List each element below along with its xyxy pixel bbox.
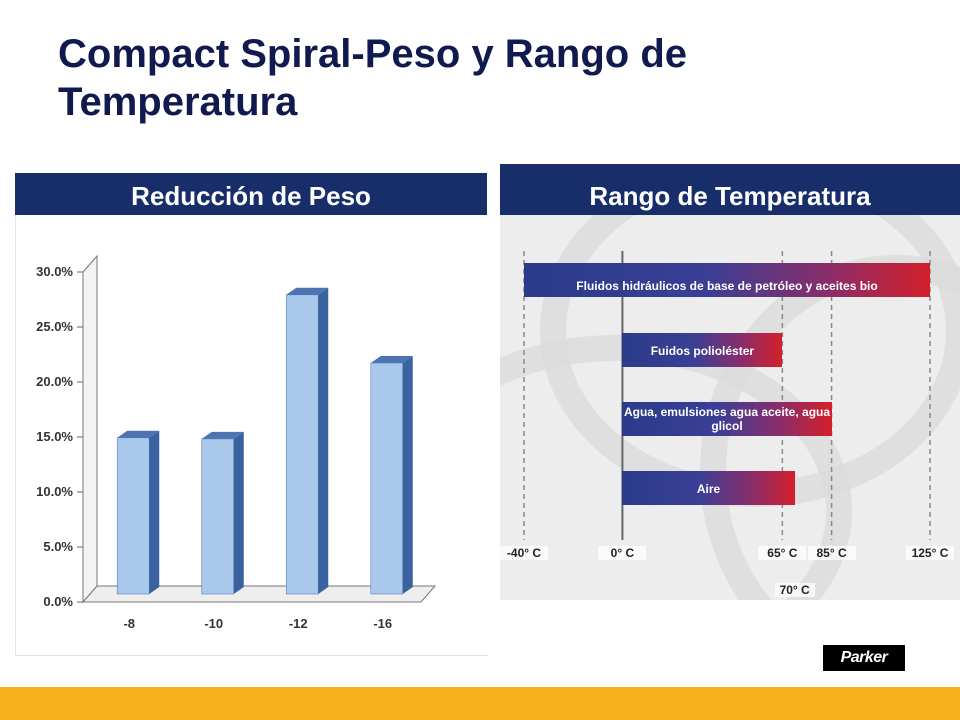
temperature-header-band	[500, 164, 960, 174]
weight-reduction-header: Reducción de Peso	[15, 173, 487, 215]
bar-side	[149, 430, 160, 594]
y-tick-label: 25.0%	[36, 319, 73, 334]
x-tick-label: -16	[373, 616, 392, 631]
bar-top	[370, 356, 413, 363]
temperature-range-bar	[622, 471, 795, 505]
temperature-range-bar	[622, 402, 832, 436]
temperature-tick-label: 85° C	[807, 546, 856, 560]
temperature-range-bar	[524, 263, 930, 297]
y-tick-label: 20.0%	[36, 374, 73, 389]
temperature-range-bar	[622, 333, 783, 367]
temperature-range-bar-label: Agua, emulsiones agua aceite, agua glico…	[623, 405, 831, 433]
temperature-tick-label: 0° C	[598, 546, 647, 560]
bar-top	[117, 430, 160, 438]
bar	[370, 362, 404, 595]
left-wall	[82, 254, 98, 604]
y-tick-label: 5.0%	[43, 539, 73, 554]
footer-bar	[0, 687, 960, 720]
y-tick-label: 15.0%	[36, 429, 73, 444]
bar-top	[286, 287, 329, 295]
floor	[81, 585, 437, 603]
bar-top	[201, 431, 244, 439]
weight-reduction-chart-panel: 0.0% 5.0% 10.0% 15.0% 20.0% 25.0% 30.0% -8 -10 -1…	[15, 215, 488, 656]
bar	[201, 438, 235, 595]
temperature-tick-label: 125° C	[906, 546, 954, 560]
bar-side	[233, 431, 244, 594]
temperature-tick-label: 70° C	[774, 583, 815, 597]
x-tick-label: -8	[123, 616, 135, 631]
temperature-range-chart: Fluidos hidráulicos de base de petróleo …	[500, 215, 960, 600]
weight-reduction-chart: 0.0% 5.0% 10.0% 15.0% 20.0% 25.0% 30.0% -8 -10 -1…	[36, 254, 437, 631]
x-tick-label: -12	[289, 616, 308, 631]
bar-side	[402, 356, 413, 594]
temperature-tick-label: 65° C	[758, 546, 807, 560]
temperature-tick-label: -40° C	[500, 546, 548, 560]
temperature-range-bar-label: Aire	[696, 482, 721, 496]
parker-logo: Parker	[823, 645, 905, 671]
y-tick-label: 30.0%	[36, 264, 73, 279]
temperature-range-bar-label: Fluidos hidráulicos de base de petróleo …	[576, 279, 878, 293]
temperature-range-header: Rango de Temperatura	[500, 173, 960, 215]
y-tick-label: 0.0%	[43, 594, 73, 609]
x-tick-label: -10	[204, 616, 223, 631]
bar-side	[318, 287, 329, 594]
parker-logo-text: Parker	[840, 649, 888, 666]
bar	[116, 437, 150, 595]
temperature-range-bar-label: Fuidos polioléster	[650, 344, 755, 358]
y-tick-label: 10.0%	[36, 484, 73, 499]
bar	[285, 294, 319, 595]
page-title: Compact Spiral-Peso y Rango de Temperatu…	[58, 32, 688, 124]
